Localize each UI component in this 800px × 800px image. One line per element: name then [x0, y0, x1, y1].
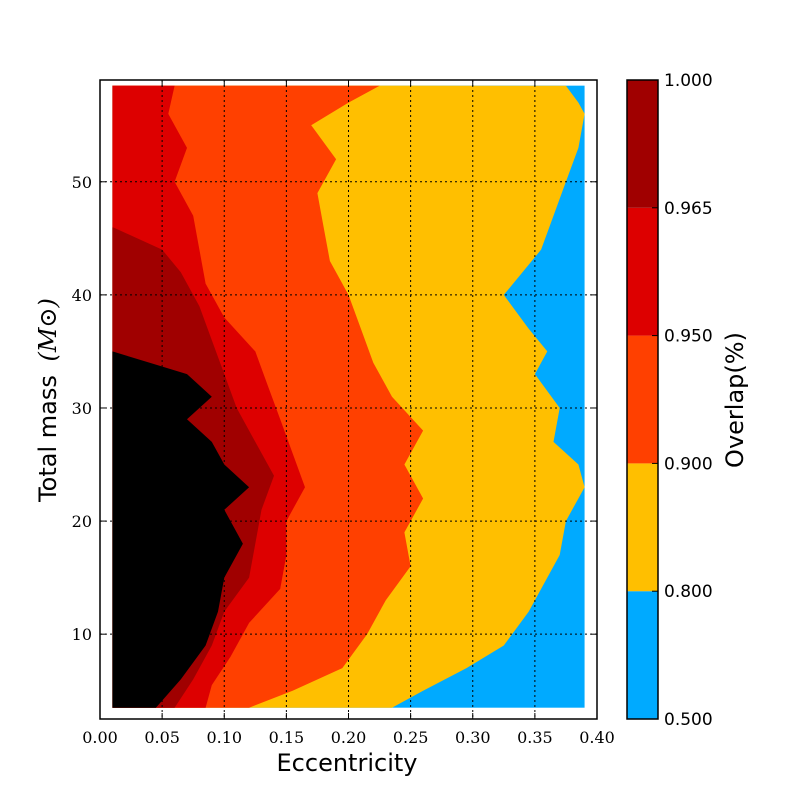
x-tick-label: 0.05: [144, 728, 180, 747]
y-axis-label-text: Total mass: [34, 375, 62, 503]
colorbar-band-0.965: [627, 80, 658, 208]
colorbar-band-0.500: [627, 591, 658, 719]
y-tick-label: 40: [72, 286, 92, 305]
y-tick-label: 20: [72, 512, 92, 531]
x-tick-label: 0.40: [579, 728, 615, 747]
y-axis-label: Total mass (M⊙): [34, 298, 62, 503]
x-tick-label: 0.25: [393, 728, 429, 747]
colorbar-frame: [626, 79, 659, 720]
region-above-1.000: [112, 351, 250, 708]
colorbar-band-0.800: [627, 463, 658, 592]
y-tick-label: 10: [72, 625, 92, 644]
x-tick-labels: 0.00 0.05 0.10 0.15 0.20 0.25 0.30 0.35 0.40: [82, 728, 615, 747]
x-tick-label: 0.10: [206, 728, 242, 747]
y-tick-labels: 10 20 30 40 50: [72, 173, 92, 644]
axis-ticks: [99, 80, 598, 719]
colorbar-band-0.900: [627, 335, 658, 464]
colorbar-band-0.950: [627, 207, 658, 336]
colorbar-tick-label: 0.965: [664, 199, 713, 219]
x-tick-label: 0.15: [269, 728, 305, 747]
colorbar-tick-labels: 0.500 0.800 0.900 0.950 0.965 1.000: [664, 71, 713, 730]
colorbar-tick-label: 0.900: [664, 454, 713, 474]
colorbar-tick-label: 0.500: [664, 710, 713, 730]
y-tick-label: 50: [72, 173, 92, 192]
x-tick-label: 0.35: [517, 728, 553, 747]
grid-lines: [100, 80, 597, 719]
colorbar-tick-label: 0.800: [664, 582, 713, 602]
colorbar: [626, 79, 659, 720]
y-tick-label: 30: [72, 399, 92, 418]
colorbar-label: Overlap(%): [721, 332, 749, 468]
x-tick-label: 0.30: [455, 728, 491, 747]
x-axis-label: Eccentricity: [277, 749, 418, 777]
colorbar-tick-label: 0.950: [664, 327, 713, 347]
y-axis-label-unit: (M⊙): [34, 298, 62, 361]
x-tick-label: 0.00: [82, 728, 118, 747]
colorbar-tick-label: 1.000: [664, 71, 713, 91]
x-tick-label: 0.20: [331, 728, 367, 747]
